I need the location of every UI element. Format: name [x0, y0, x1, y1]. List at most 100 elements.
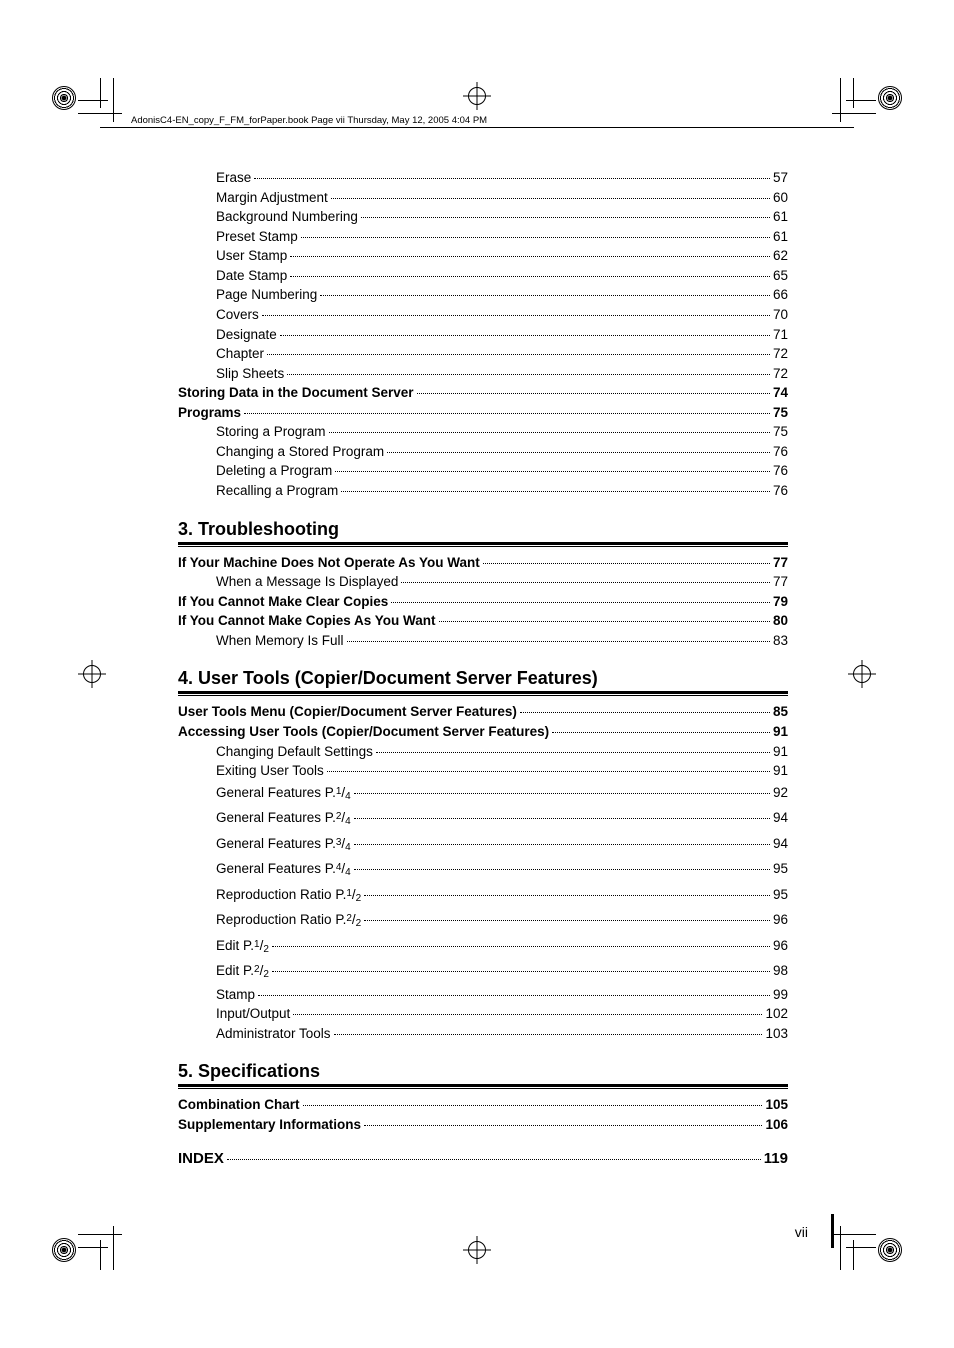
toc-entry: General Features P.2/494 — [178, 806, 788, 832]
toc-entry: If Your Machine Does Not Operate As You … — [178, 553, 788, 573]
toc-entry-label: User Stamp — [216, 246, 287, 266]
toc-entry-page: 72 — [773, 364, 788, 384]
toc-entry-label: Combination Chart — [178, 1095, 300, 1115]
page-number: vii — [795, 1224, 808, 1240]
section-rule — [178, 691, 788, 694]
toc-entry-label: If You Cannot Make Copies As You Want — [178, 611, 436, 631]
toc-leader-dots — [439, 621, 770, 622]
section-rule — [178, 1084, 788, 1087]
toc-leader-dots — [364, 1125, 762, 1126]
toc-entry-label: Changing Default Settings — [216, 742, 373, 762]
toc-entry-page: 85 — [773, 702, 788, 722]
toc-entry: User Stamp 62 — [178, 246, 788, 266]
toc-leader-dots — [301, 237, 770, 238]
header-text: AdonisC4-EN_copy_F_FM_forPaper.book Page… — [128, 115, 490, 126]
toc-entry-page: 98 — [773, 959, 788, 984]
toc-leader-dots — [552, 732, 770, 733]
toc-entry: Erase57 — [178, 168, 788, 188]
toc-leader-dots — [329, 432, 770, 433]
toc-leader-dots — [334, 1034, 763, 1035]
toc-entry-label: Changing a Stored Program — [216, 442, 384, 462]
toc-leader-dots — [387, 452, 770, 453]
toc-entry-label: Stamp — [216, 985, 255, 1005]
toc-entry-label: General Features P.2/4 — [216, 806, 351, 832]
toc-entry-label: Designate — [216, 325, 277, 345]
toc-leader-dots — [341, 491, 770, 492]
section-rule — [178, 695, 788, 696]
toc-leader-dots — [267, 354, 770, 355]
toc-leader-dots — [303, 1105, 763, 1106]
toc-entry-page: 77 — [773, 572, 788, 592]
toc-entry-label: Exiting User Tools — [216, 761, 324, 781]
registration-cross-icon — [463, 82, 491, 110]
toc-leader-dots — [354, 869, 770, 870]
toc-leader-dots — [244, 413, 770, 414]
toc-entry: Programs 75 — [178, 403, 788, 423]
toc-entry: When a Message Is Displayed77 — [178, 572, 788, 592]
section-rule — [178, 546, 788, 547]
toc-leader-dots — [361, 217, 770, 218]
toc-entry: General Features P.3/494 — [178, 832, 788, 858]
toc-entry-label: Accessing User Tools (Copier/Document Se… — [178, 722, 549, 742]
toc-entry: Date Stamp65 — [178, 266, 788, 286]
section-heading: 5. Specifications — [178, 1061, 788, 1082]
toc-entry-page: 71 — [773, 325, 788, 345]
page-edge-bar — [831, 1214, 834, 1248]
toc-entry-page: 62 — [773, 246, 788, 266]
toc-entry: Input/Output 102 — [178, 1004, 788, 1024]
toc-entry-page: 91 — [773, 742, 788, 762]
toc-entry-label: Storing Data in the Document Server — [178, 383, 414, 403]
toc-leader-dots — [364, 895, 770, 896]
registration-cross-icon — [848, 660, 876, 688]
toc-entry-label: Background Numbering — [216, 207, 358, 227]
toc-entry-page: 96 — [773, 934, 788, 959]
toc-leader-dots — [331, 198, 770, 199]
toc-leader-dots — [320, 295, 770, 296]
toc-entry: Edit P.2/2 98 — [178, 959, 788, 985]
toc-entry: Covers70 — [178, 305, 788, 325]
crop-mark — [78, 78, 122, 122]
toc-entry-label: Programs — [178, 403, 241, 423]
toc-entry-page: 92 — [773, 781, 788, 806]
print-registration-mark — [52, 1238, 76, 1262]
toc-entry-label: Edit P.2/2 — [216, 959, 269, 985]
toc-entry: If You Cannot Make Clear Copies79 — [178, 592, 788, 612]
toc-entry-label: Reproduction Ratio P.1/2 — [216, 883, 361, 909]
section-heading: 3. Troubleshooting — [178, 519, 788, 540]
toc-entry: Recalling a Program76 — [178, 481, 788, 501]
toc-entry-page: 74 — [773, 383, 788, 403]
toc-entry-page: 95 — [773, 883, 788, 908]
toc-leader-dots — [401, 582, 770, 583]
toc-entry-page: 66 — [773, 285, 788, 305]
toc-entry: Combination Chart 105 — [178, 1095, 788, 1115]
registration-cross-icon — [78, 660, 106, 688]
toc-entry: Deleting a Program76 — [178, 461, 788, 481]
toc-entry-label: Input/Output — [216, 1004, 290, 1024]
print-registration-mark — [52, 86, 76, 110]
toc-entry-page: 103 — [765, 1024, 788, 1044]
toc-leader-dots — [290, 256, 770, 257]
toc-entry-page: 102 — [765, 1004, 788, 1024]
toc-entry-page: 75 — [773, 403, 788, 423]
toc-entry: When Memory Is Full83 — [178, 631, 788, 651]
toc-entry-page: 96 — [773, 908, 788, 933]
toc-leader-dots — [287, 374, 770, 375]
toc-entry-label: Edit P.1/2 — [216, 934, 269, 960]
toc-entry: Edit P.1/2 96 — [178, 934, 788, 960]
toc-entry: Changing a Stored Program76 — [178, 442, 788, 462]
toc-entry-label: Storing a Program — [216, 422, 326, 442]
toc-entry-label: Page Numbering — [216, 285, 317, 305]
toc-entry: Administrator Tools 103 — [178, 1024, 788, 1044]
toc-entry-page: 105 — [765, 1095, 788, 1115]
toc-entry-label: Administrator Tools — [216, 1024, 331, 1044]
toc-entry-page: 72 — [773, 344, 788, 364]
toc-entry-page: 94 — [773, 832, 788, 857]
toc-entry-page: 70 — [773, 305, 788, 325]
toc-entry: Margin Adjustment60 — [178, 188, 788, 208]
toc-entry-page: 80 — [773, 611, 788, 631]
toc-leader-dots — [280, 335, 770, 336]
toc-entry: User Tools Menu (Copier/Document Server … — [178, 702, 788, 722]
toc-leader-dots — [293, 1014, 762, 1015]
toc-entry-page: 106 — [765, 1115, 788, 1135]
toc-entry: Exiting User Tools91 — [178, 761, 788, 781]
